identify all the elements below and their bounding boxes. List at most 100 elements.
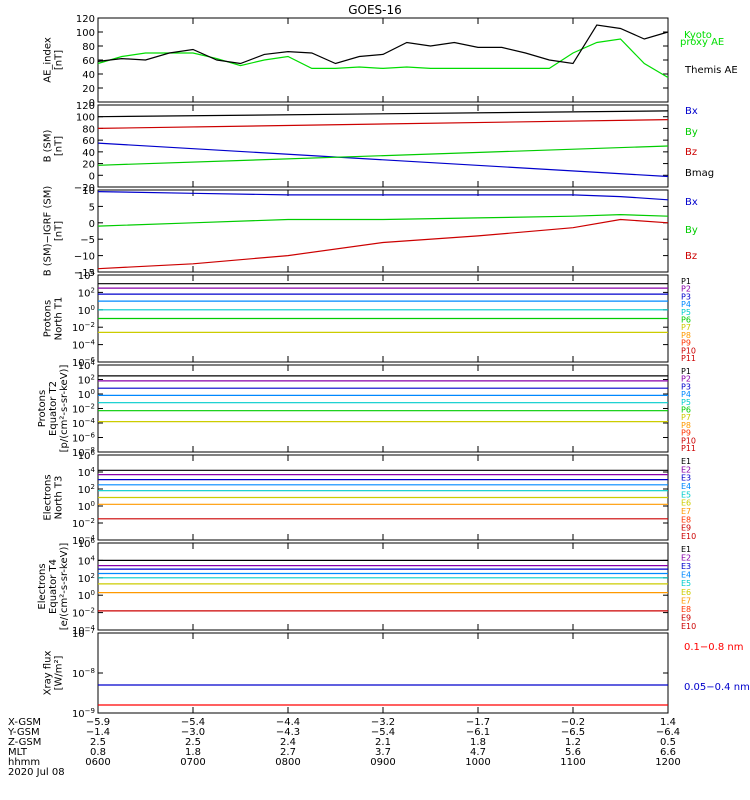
legend-label: P11 bbox=[681, 354, 696, 363]
legend-label: Bx bbox=[685, 106, 698, 117]
y-axis-label: B (SM) bbox=[43, 129, 54, 162]
x-axis-value: 0900 bbox=[370, 757, 395, 768]
y-tick-label: 10−6 bbox=[72, 432, 96, 445]
y-tick-label: 10−2 bbox=[72, 517, 95, 530]
y-axis-label: [nT] bbox=[54, 136, 65, 156]
y-axis-label: [W/m²] bbox=[54, 655, 65, 690]
x-axis-value: 0600 bbox=[85, 757, 110, 768]
y-tick-label: 10−4 bbox=[72, 339, 96, 352]
legend-label: P2 bbox=[681, 285, 691, 294]
legend-label: P1 bbox=[681, 277, 691, 286]
legend-label: P10 bbox=[681, 346, 696, 355]
x-axis-table: −5.9−1.42.50.80600−5.4−3.02.51.80700−4.4… bbox=[7, 707, 681, 768]
x-axis-value: −1.7 bbox=[466, 717, 490, 728]
x-axis-value: −3.2 bbox=[371, 717, 395, 728]
legend-label: P9 bbox=[681, 429, 691, 438]
y-axis-label: North T3 bbox=[54, 476, 65, 520]
x-axis-value: 1.8 bbox=[470, 737, 486, 748]
series-line-by bbox=[97, 145, 669, 166]
y-tick-label: −15 bbox=[74, 268, 95, 279]
x-axis-value: −0.2 bbox=[561, 717, 585, 728]
x-axis-value: 5.6 bbox=[565, 747, 581, 758]
x-axis-value: 2.7 bbox=[280, 747, 296, 758]
legend-label: E7 bbox=[681, 507, 691, 516]
legend-label: P3 bbox=[681, 382, 691, 391]
x-axis-value: 2.4 bbox=[280, 737, 296, 748]
legend-label: P5 bbox=[681, 308, 691, 317]
legend-label: E9 bbox=[681, 613, 691, 622]
legend-label: P2 bbox=[681, 375, 691, 384]
y-tick-label: 104 bbox=[78, 359, 96, 372]
x-axis-value: 1200 bbox=[655, 757, 680, 768]
y-tick-label: 10−2 bbox=[72, 607, 95, 620]
legend-label: E6 bbox=[681, 588, 691, 597]
y-tick-label: 40 bbox=[82, 70, 95, 81]
y-tick-label: 100 bbox=[78, 589, 95, 602]
legend-label: Kyoto bbox=[684, 30, 712, 41]
panel-frame bbox=[97, 632, 669, 714]
panel-frame bbox=[97, 17, 669, 103]
legend-label: By bbox=[685, 127, 698, 138]
y-tick-label: −20 bbox=[74, 183, 95, 194]
y-tick-label: 102 bbox=[78, 483, 95, 496]
x-axis-value: −1.4 bbox=[86, 727, 110, 738]
legend-label: P7 bbox=[681, 413, 691, 422]
x-axis-value: −5.4 bbox=[181, 717, 205, 728]
series-line-bz bbox=[97, 218, 669, 270]
y-tick-label: 106 bbox=[78, 537, 96, 550]
legend-label: P4 bbox=[681, 390, 691, 399]
y-axis-label: Equator T2 bbox=[48, 381, 59, 436]
x-axis-value: 2.5 bbox=[90, 737, 106, 748]
x-axis-value: 4.7 bbox=[470, 747, 486, 758]
legend-label: P8 bbox=[681, 331, 691, 340]
y-tick-label: 10−4 bbox=[72, 417, 96, 430]
y-tick-label: 104 bbox=[78, 466, 96, 479]
series-line-bx bbox=[97, 191, 669, 201]
y-axis-label: North T1 bbox=[54, 297, 65, 341]
y-tick-label: 10−2 bbox=[72, 403, 95, 416]
legend-label: E8 bbox=[681, 515, 691, 524]
x-axis-value: 0.5 bbox=[660, 737, 676, 748]
y-tick-label: 10−7 bbox=[72, 627, 95, 640]
y-tick-label: 10−2 bbox=[72, 321, 95, 334]
x-axis-value: 2.1 bbox=[375, 737, 391, 748]
y-tick-label: 100 bbox=[78, 304, 95, 317]
y-axis-label: [nT] bbox=[54, 221, 65, 241]
x-axis-value: 1.2 bbox=[565, 737, 581, 748]
legend-label: E10 bbox=[681, 532, 696, 541]
legend-label: P8 bbox=[681, 421, 691, 430]
y-tick-label: 100 bbox=[78, 388, 95, 401]
x-axis-row-label: Y-GSM bbox=[7, 727, 40, 738]
legend-label: E8 bbox=[681, 605, 691, 614]
legend-label: E3 bbox=[681, 562, 691, 571]
y-tick-label: 100 bbox=[78, 500, 95, 513]
panel-frame bbox=[97, 104, 669, 188]
legend-label: P3 bbox=[681, 292, 691, 301]
x-axis-row-label: MLT bbox=[8, 747, 28, 758]
y-tick-label: 100 bbox=[76, 113, 95, 124]
x-axis-value: 1.4 bbox=[660, 717, 676, 728]
x-axis-row-label: hhmm bbox=[8, 757, 40, 768]
x-axis-value: −6.1 bbox=[466, 727, 490, 738]
y-tick-label: −10 bbox=[74, 252, 95, 263]
legend-label: E7 bbox=[681, 596, 691, 605]
y-axis-label: B (SM)−IGRF (SM) bbox=[43, 186, 54, 277]
legend-label: E2 bbox=[681, 554, 691, 563]
x-axis-value: 1100 bbox=[560, 757, 585, 768]
y-tick-label: 60 bbox=[82, 56, 95, 67]
y-axis-label: [nT] bbox=[54, 50, 65, 70]
legend-label: P6 bbox=[681, 406, 691, 415]
legend-label: P6 bbox=[681, 316, 691, 325]
y-tick-label: 0 bbox=[89, 98, 95, 109]
legend-label: Bmag bbox=[685, 168, 714, 179]
y-tick-label: 104 bbox=[78, 269, 96, 282]
y-tick-label: 20 bbox=[82, 84, 95, 95]
x-axis-value: 1.8 bbox=[185, 747, 201, 758]
y-axis-label: Protons bbox=[43, 300, 54, 337]
